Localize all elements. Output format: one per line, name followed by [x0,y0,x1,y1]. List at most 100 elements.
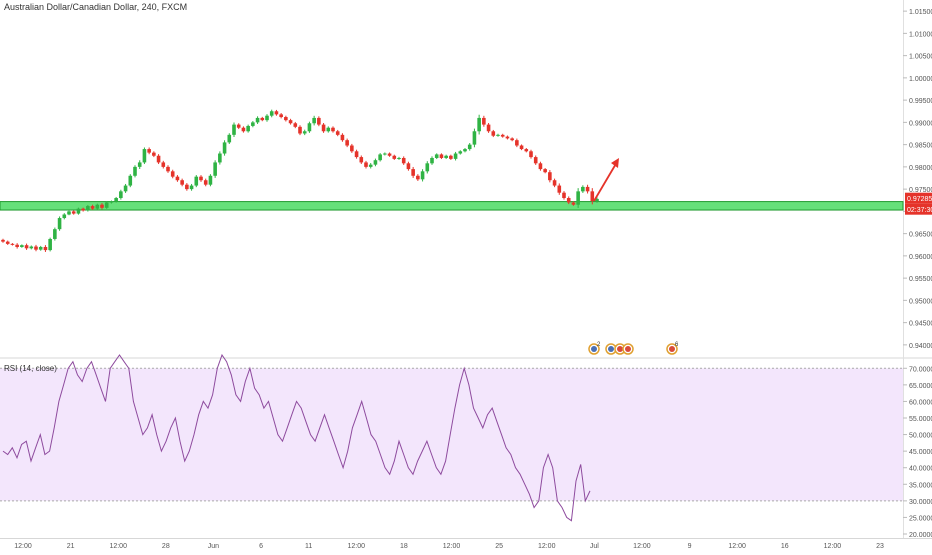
rsi-tick-label: 25.0000 [909,515,932,522]
candle-body [227,134,232,143]
rsi-tick-label: 50.0000 [909,433,932,440]
candle-body [326,127,331,132]
candle-body [302,131,307,134]
candle-body [467,144,472,150]
candle-body [251,122,255,126]
candle-body [57,218,62,230]
candle-body [434,154,439,158]
candle-body [189,185,194,190]
candle-body [109,201,114,203]
candle-body [335,131,340,135]
last-price-value: 0.97285 [907,196,932,203]
candle-body [260,117,265,121]
candle-body [246,125,250,132]
rsi-tick-label: 30.0000 [909,499,932,506]
event-count-label: 2 [597,342,601,348]
candle-body [557,185,562,193]
candle-body [590,191,595,202]
candle-body [203,180,208,185]
time-tick-label: 11 [305,543,312,550]
candle-body [236,124,241,128]
countdown-value: 02:37:30 [907,207,932,214]
candle-body [515,140,519,146]
event-flag-dot [608,346,614,352]
candle-body [255,117,260,123]
candle-body [20,245,24,247]
candle-body [595,198,599,202]
candle-body [392,155,397,159]
time-tick-label: 12:00 [348,543,366,550]
time-tick-label: 6 [259,543,263,550]
candle-body [378,154,382,161]
overlay: 0.97285 02:37:30 2 6 [588,158,932,355]
candle-body [265,115,269,121]
time-tick-label: 12:00 [538,543,556,550]
candle-body [62,214,67,219]
candle-body [425,163,430,172]
candle-body [76,208,81,214]
candle-body [100,204,104,208]
price-tick-label: 0.99500 [909,98,932,105]
candle-body [152,152,156,156]
support-zone [0,201,904,211]
candle-body [133,166,137,176]
time-tick-label: 12:00 [14,543,32,550]
price-tick-label: 1.00500 [909,54,932,61]
candle-body [500,134,505,137]
candle-body [387,153,392,156]
candle-body [10,243,15,245]
candle-body [86,206,90,211]
candle-body [368,164,373,167]
time-tick-label: 28 [162,543,170,550]
candle-body [482,117,486,125]
candle-body [5,241,10,244]
time-tick-label: 12:00 [633,543,651,550]
candle-body [114,198,118,202]
time-tick-label: Jul [590,543,599,550]
time-tick-label: 25 [495,543,503,550]
candle-body [166,166,170,172]
candle-body [161,162,166,167]
rsi-tick-label: 35.0000 [909,482,932,489]
candle-body [274,111,279,115]
projection-arrow-line [593,161,618,202]
candle-body [222,142,227,154]
axes[interactable]: 1.01500 1.01000 1.00500 1.00000 0.99500 0.990… [14,9,932,550]
rsi-tick-label: 20.0000 [909,532,932,539]
rsi-tick-label: 55.0000 [909,416,932,423]
candle-body [208,175,213,185]
candle-body [24,245,29,249]
candle-body [218,153,222,163]
projection-arrow-head [611,158,619,168]
rsi-line [2,353,591,522]
price-tick-label: 0.94000 [909,343,932,350]
event-flag-dot [617,346,623,352]
candle-body [104,202,109,208]
rsi-tick-label: 60.0000 [909,399,932,406]
time-tick-label: 12:00 [728,543,746,550]
price-tick-label: 0.97500 [909,187,932,194]
support-zone-rect [0,201,904,211]
candle-body [279,114,283,118]
time-tick-label: Jun [208,543,219,550]
candle-body [350,145,354,152]
candle-body [43,246,48,251]
candle-body [345,140,349,146]
candle-body [180,180,184,185]
candle-body [463,149,467,152]
candle-body [543,169,547,173]
candle-body [199,176,203,181]
candle-body [439,154,444,158]
candle-body [53,229,57,239]
candle-body [585,186,590,192]
candle-body [359,157,364,163]
event-flag-dot [625,346,631,352]
rsi-indicator-label[interactable]: RSI (14, close) [4,364,57,373]
candle-body [571,202,576,205]
candle-body [119,191,123,199]
candle-body [340,134,345,141]
candle-body [533,157,538,164]
candle-body [185,184,189,190]
